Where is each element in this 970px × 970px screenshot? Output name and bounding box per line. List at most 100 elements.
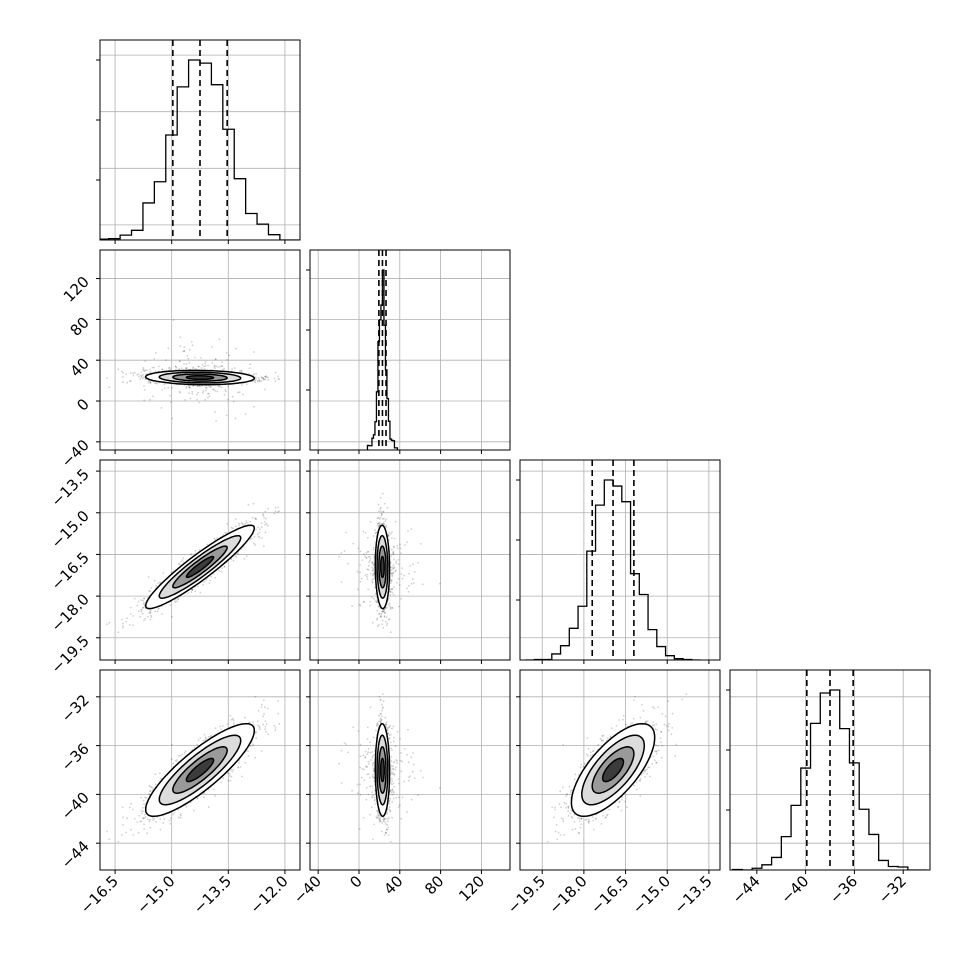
sample-point bbox=[141, 375, 143, 377]
sample-point bbox=[378, 522, 381, 524]
sample-point bbox=[396, 547, 399, 550]
sample-point bbox=[393, 537, 396, 540]
sample-point bbox=[140, 376, 143, 379]
sample-point bbox=[264, 520, 266, 523]
sample-point bbox=[376, 609, 379, 612]
sample-point bbox=[303, 378, 305, 380]
y-tick-label: −40 bbox=[58, 436, 93, 471]
contour-line bbox=[376, 534, 389, 599]
panel-2-0: −19.5−18.0−16.5−15.0−13.5 bbox=[48, 459, 301, 677]
sample-point bbox=[367, 550, 370, 553]
sample-point bbox=[261, 703, 263, 706]
sample-point bbox=[132, 624, 134, 627]
sample-point bbox=[410, 528, 413, 530]
scatter-points bbox=[106, 502, 281, 634]
contour-line bbox=[172, 545, 228, 589]
panel-frame bbox=[99, 39, 301, 241]
sample-point bbox=[378, 606, 381, 608]
sample-point bbox=[150, 614, 153, 617]
sample-point bbox=[377, 516, 380, 519]
sample-point bbox=[121, 370, 123, 373]
sample-point bbox=[364, 574, 367, 576]
sample-point bbox=[352, 542, 355, 545]
contour-line bbox=[158, 371, 242, 384]
sample-point bbox=[151, 366, 154, 369]
sample-point bbox=[189, 387, 191, 389]
sample-point bbox=[376, 601, 379, 604]
sample-point bbox=[200, 357, 202, 359]
sample-point bbox=[226, 723, 229, 725]
sample-point bbox=[215, 420, 218, 422]
sample-point bbox=[262, 513, 265, 516]
sample-point bbox=[148, 612, 151, 614]
sample-point bbox=[389, 582, 392, 585]
sample-point bbox=[262, 377, 265, 380]
sample-point bbox=[178, 563, 181, 566]
sample-point bbox=[208, 395, 211, 397]
sample-point bbox=[380, 612, 383, 615]
sample-point bbox=[130, 613, 132, 615]
sample-point bbox=[197, 365, 200, 368]
sample-point bbox=[383, 615, 386, 618]
sample-point bbox=[383, 523, 386, 525]
panel-frame bbox=[99, 459, 301, 661]
sample-point bbox=[274, 510, 277, 513]
sample-point bbox=[117, 368, 120, 371]
sample-point bbox=[223, 393, 226, 396]
sample-point bbox=[376, 524, 379, 527]
sample-point bbox=[389, 532, 392, 535]
sample-point bbox=[205, 389, 207, 392]
sample-point bbox=[163, 383, 166, 386]
sample-point bbox=[108, 386, 111, 389]
sample-point bbox=[174, 365, 177, 368]
sample-point bbox=[381, 619, 384, 622]
sample-point bbox=[265, 522, 268, 525]
sample-point bbox=[226, 523, 229, 525]
sample-point bbox=[277, 511, 279, 513]
sample-point bbox=[380, 614, 382, 617]
sample-point bbox=[391, 606, 393, 609]
sample-point bbox=[265, 375, 267, 377]
sample-point bbox=[183, 350, 186, 352]
sample-point bbox=[387, 534, 390, 536]
sample-point bbox=[191, 344, 194, 347]
sample-point bbox=[382, 626, 385, 629]
sample-point bbox=[185, 366, 188, 369]
sample-point bbox=[360, 577, 363, 580]
sample-point bbox=[211, 346, 213, 348]
scatter-points bbox=[106, 319, 305, 422]
sample-point bbox=[381, 522, 384, 525]
sample-point bbox=[185, 367, 188, 370]
sample-point bbox=[206, 543, 209, 546]
sample-point bbox=[221, 369, 224, 371]
sample-point bbox=[257, 380, 259, 383]
sample-point bbox=[144, 388, 146, 391]
sample-point bbox=[208, 392, 210, 395]
sample-point bbox=[362, 601, 365, 604]
sample-point bbox=[274, 380, 277, 382]
sample-point bbox=[255, 378, 257, 380]
sample-point bbox=[374, 586, 376, 589]
panel-frame bbox=[99, 249, 301, 451]
sample-point bbox=[167, 367, 170, 369]
sample-point bbox=[121, 618, 123, 621]
sample-point bbox=[381, 610, 383, 613]
sample-point bbox=[274, 506, 277, 509]
sample-point bbox=[372, 569, 375, 572]
sample-point bbox=[171, 386, 173, 389]
sample-point bbox=[253, 380, 256, 383]
sample-point bbox=[137, 373, 140, 375]
sample-point bbox=[439, 582, 441, 585]
sample-point bbox=[241, 523, 244, 525]
sample-point bbox=[237, 553, 240, 555]
sample-point bbox=[141, 377, 144, 380]
sample-point bbox=[170, 401, 172, 403]
sample-point bbox=[376, 618, 379, 621]
sample-point bbox=[225, 390, 227, 393]
sample-point bbox=[401, 567, 403, 569]
sample-point bbox=[343, 550, 346, 553]
sample-point bbox=[390, 572, 393, 575]
sample-point bbox=[257, 724, 259, 727]
sample-point bbox=[172, 319, 175, 321]
sample-point bbox=[122, 625, 124, 627]
